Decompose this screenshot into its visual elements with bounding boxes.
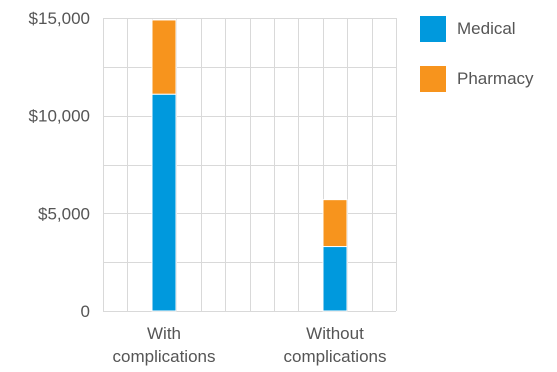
legend-item-medical: Medical	[420, 16, 534, 42]
legend-label-medical: Medical	[457, 19, 516, 38]
bar-medical-0	[151, 93, 177, 312]
x-category-label-line-1-0: Without	[306, 324, 364, 343]
x-category-label-1: Without complications	[284, 324, 387, 366]
x-category-label-line-0-0: With	[147, 324, 181, 343]
y-tick-label-0: 0	[81, 302, 90, 321]
legend-label-pharmacy: Pharmacy	[457, 69, 534, 88]
y-tick-label-2: $10,000	[29, 107, 90, 126]
y-tick-label-3: $15,000	[29, 9, 90, 28]
x-category-label-0: With complications	[113, 324, 216, 366]
bar-pharmacy-1	[322, 199, 348, 248]
y-tick-label-1: $5,000	[38, 204, 90, 223]
x-category-label-line-0-1: complications	[113, 347, 216, 366]
x-axis-categories: With complications Without complications	[113, 324, 387, 366]
legend: Medical Pharmacy	[420, 16, 534, 116]
legend-item-pharmacy: Pharmacy	[420, 66, 534, 92]
bars	[151, 19, 348, 312]
legend-swatch-pharmacy	[420, 66, 446, 92]
y-axis-ticks: 0 $5,000 $10,000 $15,000	[29, 9, 90, 321]
bar-medical-1	[322, 246, 348, 312]
grid	[103, 18, 397, 312]
bar-pharmacy-0	[151, 19, 177, 95]
x-category-label-line-1-1: complications	[284, 347, 387, 366]
legend-swatch-medical	[420, 16, 446, 42]
